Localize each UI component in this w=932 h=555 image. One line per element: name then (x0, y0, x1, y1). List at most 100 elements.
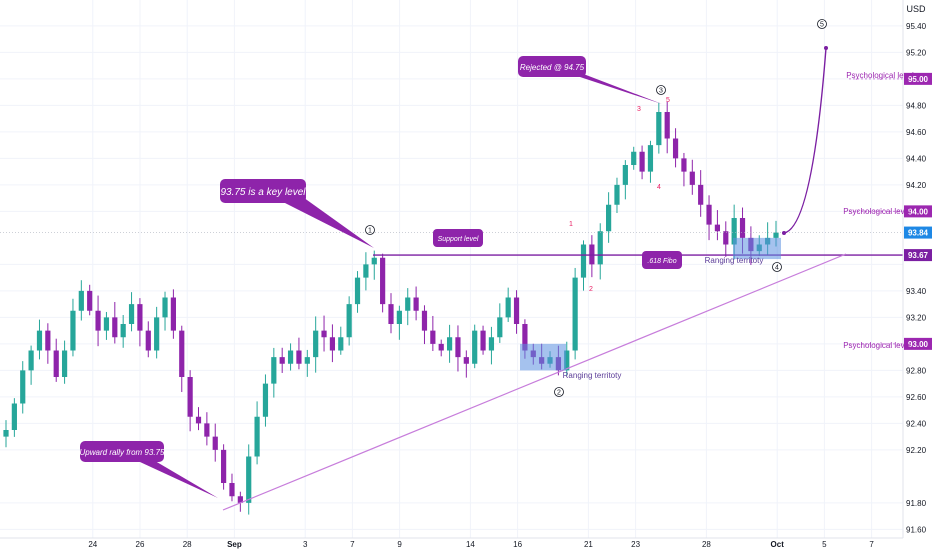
fibo-tag-text: .618 Fibo (647, 258, 676, 265)
candle (698, 170, 704, 217)
candle-body (137, 304, 143, 331)
price-axis-label: 91.60 (906, 525, 927, 534)
candle (179, 325, 185, 393)
candle-body (179, 330, 185, 377)
candle-body (187, 377, 193, 417)
candle-body (271, 357, 277, 384)
candle (689, 159, 695, 195)
callout-key-level[interactable]: 93.75 is a key level (220, 179, 374, 248)
ranging-box (733, 237, 781, 260)
candle (580, 240, 587, 291)
price-tag-box (904, 337, 932, 350)
callout-rejected-pointer (573, 70, 662, 104)
price-axis-label: 92.80 (906, 366, 927, 375)
time-axis-label: 21 (584, 540, 593, 549)
price-tag-text: 93.00 (908, 340, 929, 349)
wave-label: 1 (365, 225, 375, 235)
candle (589, 235, 595, 278)
candle (572, 267, 578, 360)
candle (36, 319, 43, 360)
candle-body (321, 330, 327, 338)
candle (3, 420, 9, 448)
price-axis-label: 92.40 (906, 419, 927, 428)
time-axis-label: 28 (702, 540, 711, 549)
wave-label-circle (656, 85, 666, 95)
time-axis-label: 7 (869, 540, 874, 549)
candle-body (329, 337, 336, 351)
candle (254, 401, 260, 465)
candle (647, 140, 654, 183)
time-axis-label: Oct (771, 540, 785, 549)
candle-body (723, 231, 729, 245)
candle-body (120, 324, 126, 338)
candle-body (78, 290, 84, 311)
candle (338, 326, 344, 355)
candle-body (229, 483, 235, 497)
candle (513, 290, 520, 334)
support-level-tag[interactable]: Support level (433, 229, 483, 247)
candle (380, 253, 386, 313)
candle (128, 292, 135, 332)
candle-body (597, 231, 603, 265)
candle (329, 324, 336, 363)
fibo-tag[interactable]: .618 Fibo (642, 251, 682, 269)
candle (672, 128, 679, 168)
candle (346, 296, 352, 346)
candle-body (87, 290, 93, 311)
candle-body (338, 337, 344, 351)
candle (112, 302, 118, 344)
candle (505, 287, 511, 322)
price-axis-label: 94.40 (906, 154, 927, 163)
psych-label-95: Psychological level (846, 71, 914, 80)
candle (455, 325, 461, 372)
candle (714, 210, 721, 241)
candle-body (689, 171, 695, 185)
candle (321, 315, 327, 352)
candle (137, 298, 143, 347)
psych-label-94: Psychological level (843, 207, 911, 216)
candle-body (304, 357, 310, 364)
candle-body (773, 232, 779, 238)
candle (723, 221, 729, 257)
time-axis-labels[interactable]: 24 26 28 Sep 3 7 9 14 16 21 23 28 Oct 5 7 (88, 540, 874, 549)
candle-body (438, 343, 444, 351)
wave-label-text: 4 (775, 265, 779, 272)
candle-body (221, 449, 227, 483)
time-axis-label: 26 (136, 540, 145, 549)
time-axis-label: 16 (513, 540, 522, 549)
candle-body (488, 337, 495, 351)
candle (95, 295, 101, 347)
time-axis-label: 5 (822, 540, 827, 549)
candle-body (463, 357, 469, 364)
candle-body (739, 218, 746, 238)
sub-wave-count: 5 (666, 97, 670, 104)
candle-body (706, 204, 712, 225)
callout-rejected[interactable]: Rejected @ 94.75 (518, 56, 662, 104)
candle-body (53, 350, 59, 377)
price-tag-box (904, 249, 932, 262)
candle-body (195, 416, 202, 424)
candle (614, 177, 620, 214)
candle-body (564, 350, 570, 371)
wave-label: 4 (772, 262, 782, 272)
candle-body (254, 416, 260, 457)
wave-label: 2 (554, 387, 564, 397)
wave-label: 3 (656, 85, 666, 95)
candle (20, 361, 26, 414)
candle (229, 473, 235, 502)
candle (421, 305, 428, 345)
candle-body (631, 151, 637, 165)
candle-body (572, 277, 578, 351)
candle (463, 350, 469, 378)
candle (11, 398, 17, 437)
time-axis-label: 24 (88, 540, 97, 549)
candle-body (28, 350, 34, 371)
wave-label-circle (772, 262, 782, 272)
candle-body (647, 145, 654, 172)
psych-label-93: Psychological level (843, 341, 911, 350)
callout-upward[interactable]: Upward rally from 93.75 (80, 441, 218, 498)
candle-body (430, 330, 436, 344)
candle (606, 192, 612, 243)
price-axis-labels[interactable]: 95.40 95.20 94.80 94.60 94.40 94.20 93.40 93.20… (906, 22, 927, 535)
